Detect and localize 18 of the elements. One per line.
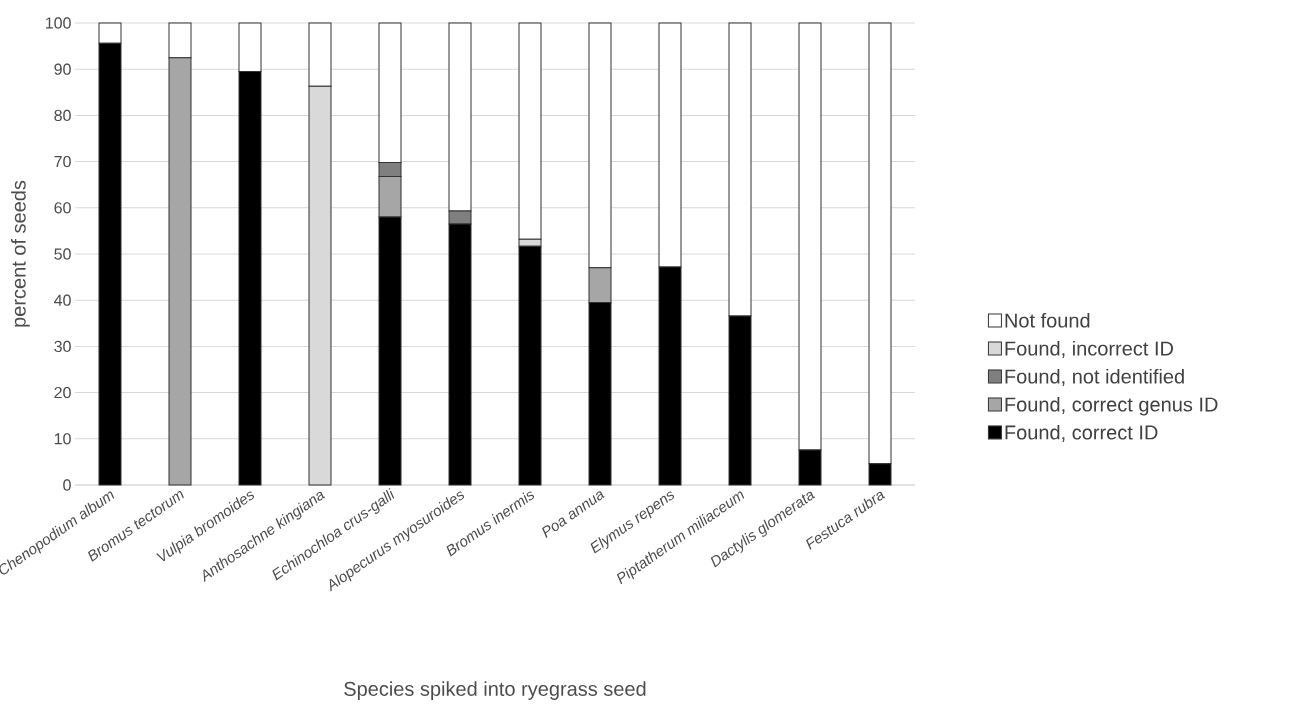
y-tick-label: 70 — [54, 155, 71, 168]
y-tick-label: 10 — [54, 433, 71, 445]
y-tick-label: 40 — [54, 294, 71, 306]
y-tick-label: 100 — [45, 17, 71, 29]
y-tick-label: 60 — [54, 202, 71, 214]
legend-label: Found, incorrect ID — [1005, 340, 1174, 358]
legend-label: Found, correct ID — [1005, 424, 1158, 442]
y-tick-label: 20 — [54, 386, 71, 399]
x-axis-title: Species spiked into ryegrass seed — [344, 681, 646, 700]
y-tick-label: 30 — [54, 340, 71, 353]
y-tick-label: 50 — [54, 248, 71, 260]
y-tick-label: 90 — [54, 63, 71, 75]
y-tick-label: 0 — [63, 479, 71, 491]
legend-label: Found, correct genus ID — [1005, 396, 1218, 416]
legend-label: Not found — [1005, 312, 1090, 328]
legend-label: Found, not identified — [1005, 368, 1184, 386]
y-axis-title: percent of seeds — [11, 180, 30, 327]
y-tick-label: 80 — [54, 109, 71, 122]
